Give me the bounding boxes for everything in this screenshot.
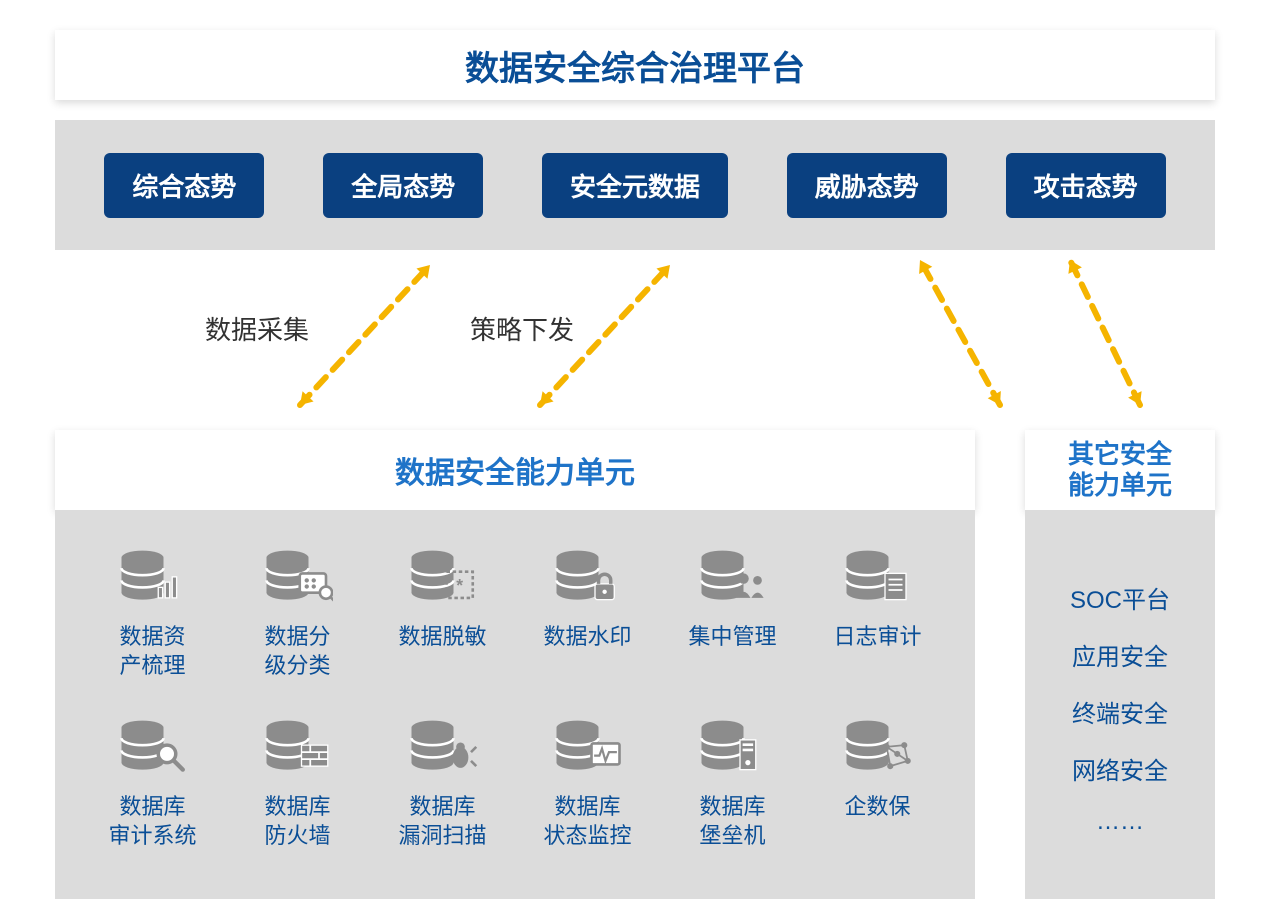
- capability-label: 数据水印: [543, 623, 631, 652]
- tab-label: 安全元数据: [570, 167, 700, 204]
- db-search-icon: [118, 715, 188, 777]
- db-bug-icon: [408, 715, 478, 777]
- capability-label: 数据分 级分类: [264, 623, 330, 680]
- platform-title-box: 数据安全综合治理平台: [55, 30, 1215, 100]
- capability-item-1: 数据分 级分类: [230, 545, 365, 715]
- right-section-header: 其它安全 能力单元: [1025, 430, 1215, 510]
- capability-item-9: 数据库 状态监控: [520, 715, 655, 885]
- tab-label: 全局态势: [351, 167, 455, 204]
- capability-grid: 数据资 产梳理 数据分 级分类 * 数据脱敏: [55, 510, 975, 899]
- capability-label: 数据库 状态监控: [543, 793, 631, 850]
- tab-4[interactable]: 攻击态势: [1006, 153, 1166, 218]
- svg-text:*: *: [456, 575, 463, 595]
- db-people-icon: [698, 545, 768, 607]
- tab-bar: 综合态势 全局态势 安全元数据 威胁态势 攻击态势: [55, 120, 1215, 250]
- capability-label: 数据资 产梳理: [119, 623, 185, 680]
- db-mask-icon: *: [408, 545, 478, 607]
- capability-label: 日志审计: [833, 623, 921, 652]
- tab-label: 威胁态势: [815, 167, 919, 204]
- capability-item-4: 集中管理: [665, 545, 800, 715]
- db-mesh-icon: [843, 715, 913, 777]
- db-monitor-icon: [553, 715, 623, 777]
- left-section-title: 数据安全能力单元: [395, 448, 635, 492]
- tab-2[interactable]: 安全元数据: [542, 153, 728, 218]
- capability-label: 数据脱敏: [398, 623, 486, 652]
- db-lock-icon: [553, 545, 623, 607]
- capability-item-11: 企数保: [810, 715, 945, 885]
- flow-label-collect: 数据采集: [205, 310, 309, 347]
- other-capability-2: 终端安全: [1072, 694, 1168, 729]
- capability-item-0: 数据资 产梳理: [85, 545, 220, 715]
- flow-label-collect-text: 数据采集: [205, 315, 309, 345]
- db-classify-icon: [263, 545, 333, 607]
- other-capability-4: ……: [1096, 808, 1144, 836]
- tab-0[interactable]: 综合态势: [104, 153, 264, 218]
- tab-label: 综合态势: [132, 167, 236, 204]
- tab-1[interactable]: 全局态势: [323, 153, 483, 218]
- capability-item-7: 数据库 防火墙: [230, 715, 365, 885]
- right-section-title: 其它安全 能力单元: [1068, 439, 1172, 501]
- other-capability-3: 网络安全: [1072, 751, 1168, 786]
- capability-label: 企数保: [844, 793, 910, 822]
- db-bars-icon: [118, 545, 188, 607]
- capability-item-3: 数据水印: [520, 545, 655, 715]
- capability-label: 数据库 漏洞扫描: [398, 793, 486, 850]
- capability-item-6: 数据库 审计系统: [85, 715, 220, 885]
- flow-label-dispatch: 策略下发: [470, 310, 574, 347]
- db-wall-icon: [263, 715, 333, 777]
- capability-item-8: 数据库 漏洞扫描: [375, 715, 510, 885]
- capability-item-10: 数据库 堡垒机: [665, 715, 800, 885]
- tab-3[interactable]: 威胁态势: [787, 153, 947, 218]
- other-capability-0: SOC平台: [1070, 580, 1170, 615]
- capability-label: 数据库 防火墙: [264, 793, 330, 850]
- platform-title-text: 数据安全综合治理平台: [465, 41, 805, 90]
- other-capability-list: SOC平台应用安全终端安全网络安全 ……: [1025, 510, 1215, 899]
- flow-label-dispatch-text: 策略下发: [470, 315, 574, 345]
- tab-label: 攻击态势: [1034, 167, 1138, 204]
- db-log-icon: [843, 545, 913, 607]
- capability-item-2: * 数据脱敏: [375, 545, 510, 715]
- left-section-header: 数据安全能力单元: [55, 430, 975, 510]
- other-capability-1: 应用安全: [1072, 637, 1168, 672]
- capability-label: 数据库 堡垒机: [699, 793, 765, 850]
- capability-label: 数据库 审计系统: [108, 793, 196, 850]
- db-server-icon: [698, 715, 768, 777]
- capability-item-5: 日志审计: [810, 545, 945, 715]
- capability-label: 集中管理: [688, 623, 776, 652]
